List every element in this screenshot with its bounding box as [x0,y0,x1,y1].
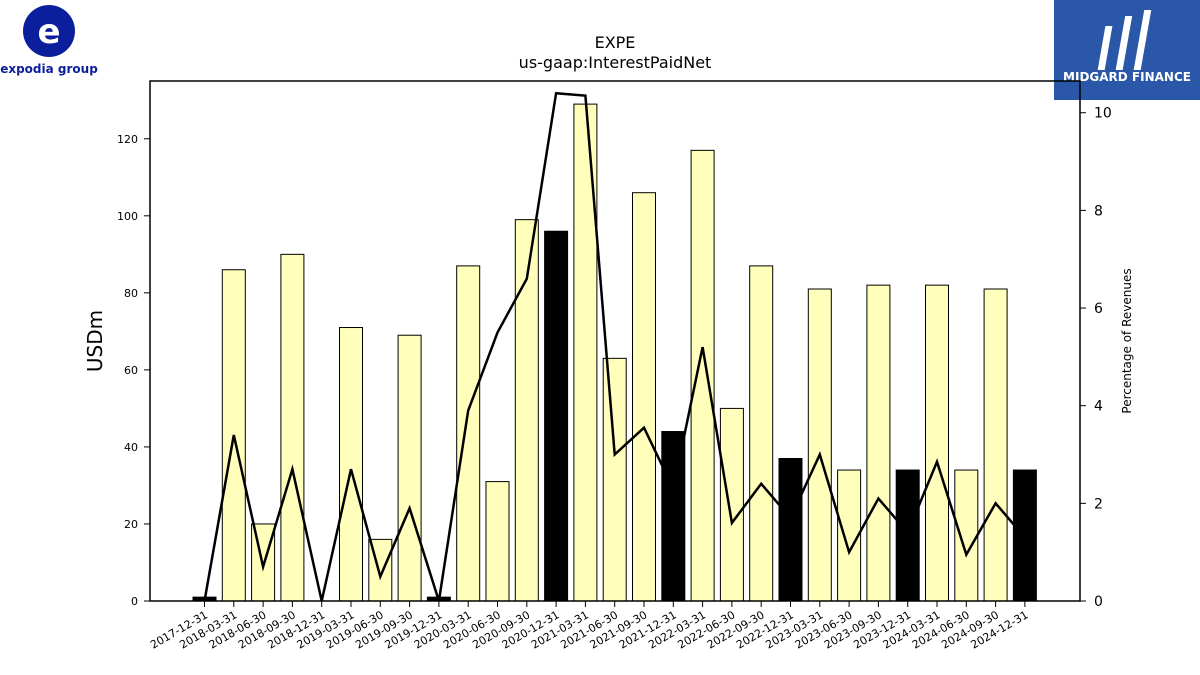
bar [749,265,774,602]
left-y-axis: 0 20 40 60 80 100 120 [117,133,150,608]
y2-tick-label: 6 [1094,301,1103,317]
right-y-axis: 0 2 4 6 8 10 [1080,106,1112,610]
bar [690,149,715,602]
bar [895,469,920,602]
y-tick-label: 80 [124,287,138,300]
bar [339,327,363,602]
company-logo-mark: e [37,12,60,52]
bar [719,407,744,602]
bar [925,284,949,602]
expedia-logo-icon: e expodia group [0,5,98,76]
publisher-logo: MIDGARD FINANCE [1054,0,1200,100]
y-tick-label: 20 [124,518,138,531]
company-logo-text: expodia group [0,62,98,76]
bar [632,192,656,602]
y-tick-label: 100 [117,210,138,223]
bar [602,357,627,602]
y2-tick-label: 2 [1094,496,1103,512]
bar [485,481,510,602]
y2-tick-label: 4 [1094,399,1103,415]
bar [954,469,979,602]
x-axis: 2017-12-312018-03-312018-06-302018-09-30… [148,601,1030,652]
y-tick-label: 120 [117,133,138,146]
bar [397,334,422,602]
bar [866,284,891,602]
bar-series [192,103,1037,602]
bar [983,288,1008,602]
bar [661,431,686,602]
bar [778,457,803,602]
y-axis-label: USDm [83,310,107,372]
y-tick-label: 0 [131,595,138,608]
y2-axis-label: Percentage of Revenues [1120,268,1134,413]
line-series [203,91,1026,602]
midgard-logo-icon: MIDGARD FINANCE [1063,10,1191,84]
bar [456,265,481,602]
bar [807,288,832,602]
chart-subtitle: us-gaap:InterestPaidNet [519,53,712,72]
bar [1012,469,1037,602]
line-path [203,91,1026,602]
y-tick-label: 40 [124,441,138,454]
chart-title: EXPE [595,33,636,52]
company-logo: e expodia group [0,0,100,80]
bar [573,103,598,602]
y-tick-label: 60 [124,364,138,377]
y2-tick-label: 0 [1094,594,1103,610]
y2-tick-label: 10 [1094,106,1112,122]
bar [544,230,569,602]
publisher-logo-text: MIDGARD FINANCE [1063,70,1191,84]
bar [280,253,305,602]
y2-tick-label: 8 [1094,203,1103,219]
